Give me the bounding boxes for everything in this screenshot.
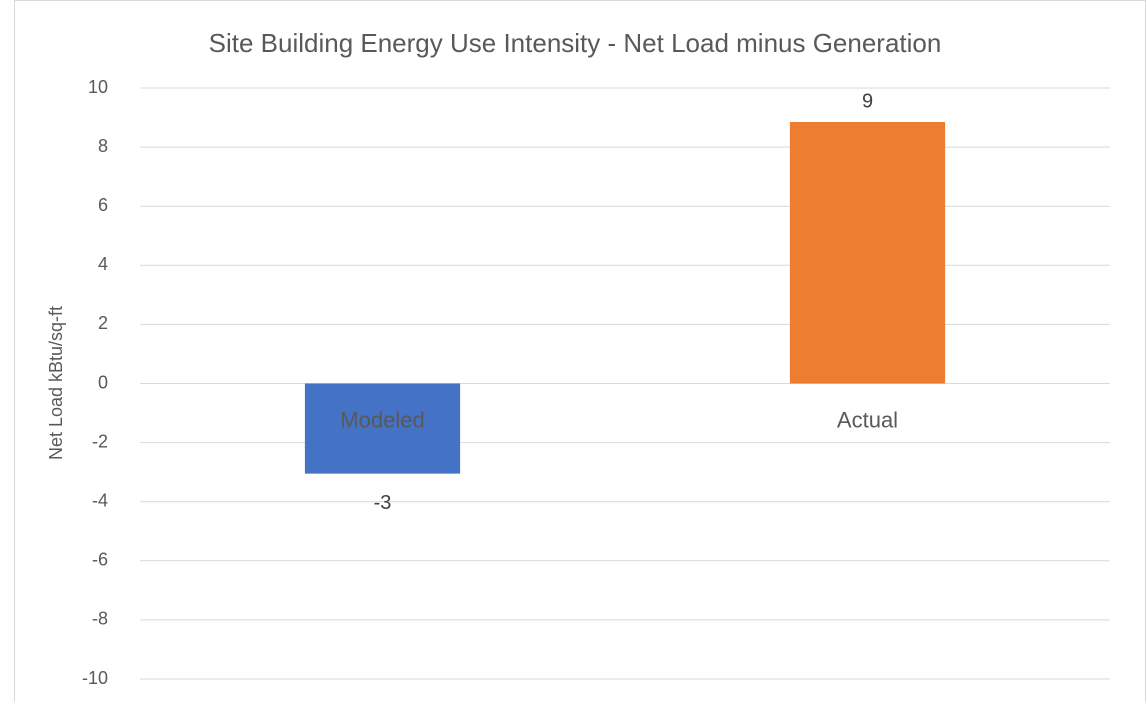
y-tick-label: -2 bbox=[92, 431, 108, 451]
y-tick-label: 10 bbox=[88, 77, 108, 97]
data-label: 9 bbox=[862, 90, 873, 112]
y-tick-label: 6 bbox=[98, 195, 108, 215]
bar bbox=[789, 121, 946, 384]
y-axis-title: Net Load kBtu/sq-ft bbox=[46, 306, 66, 460]
x-tick-label: Modeled bbox=[340, 407, 424, 432]
y-tick-label: -10 bbox=[82, 668, 108, 688]
y-tick-label: 8 bbox=[98, 136, 108, 156]
y-tick-label: 0 bbox=[98, 372, 108, 392]
y-tick-label: 2 bbox=[98, 313, 108, 333]
y-tick-label: 4 bbox=[98, 254, 108, 274]
y-tick-label: -6 bbox=[92, 550, 108, 570]
y-tick-label: -8 bbox=[92, 609, 108, 629]
bar bbox=[304, 383, 461, 474]
x-tick-label: Actual bbox=[837, 407, 898, 432]
chart-border bbox=[14, 0, 1146, 707]
data-label: -3 bbox=[374, 492, 392, 514]
y-tick-label: -4 bbox=[92, 490, 108, 510]
chart-title: Site Building Energy Use Intensity - Net… bbox=[209, 28, 942, 58]
